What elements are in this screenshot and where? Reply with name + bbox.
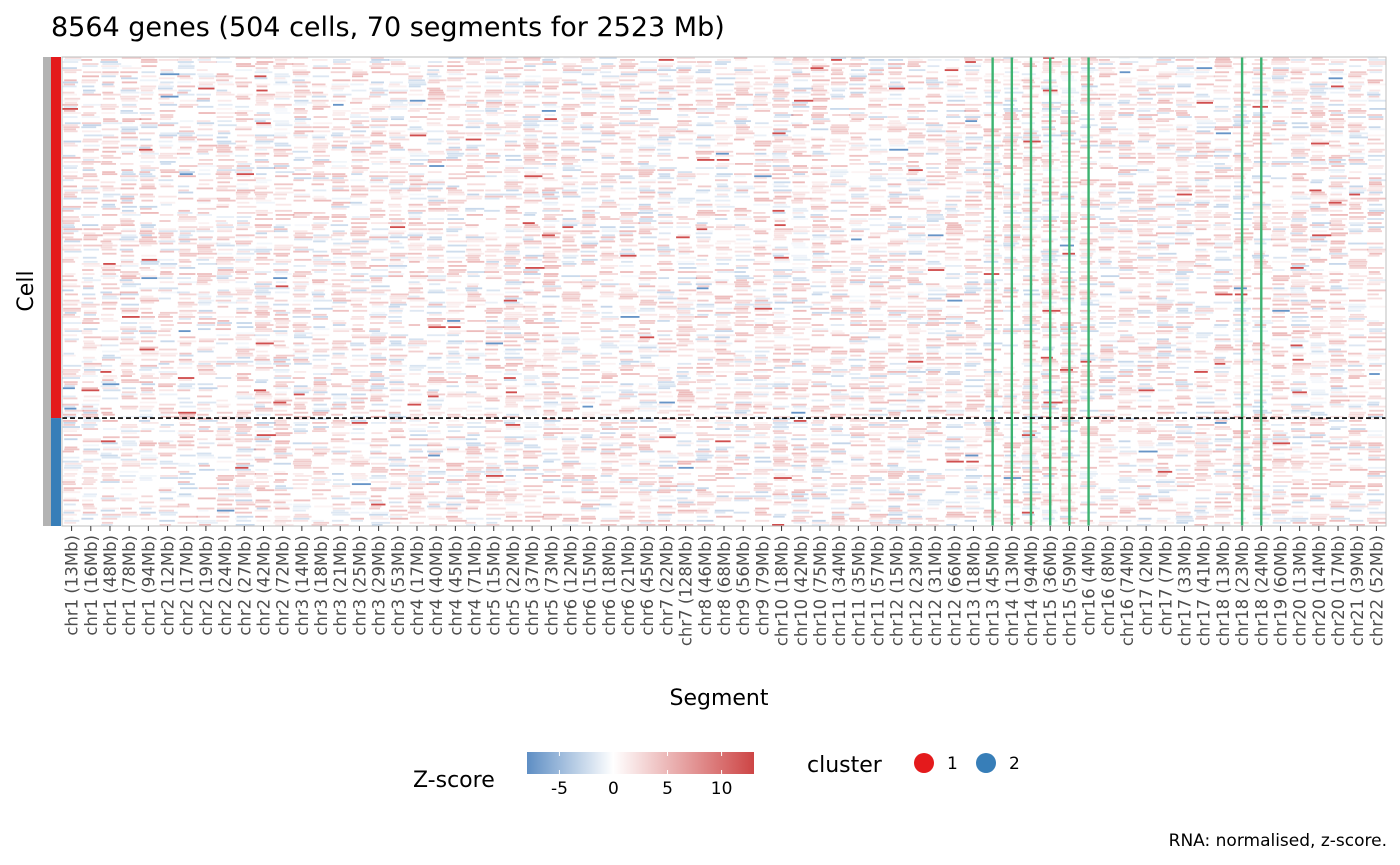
colorbar-tick-label: 0	[608, 779, 619, 799]
x-tick-label: chr14 (13Mb)	[1003, 535, 1022, 646]
x-tick-label: chr20 (17Mb)	[1329, 535, 1348, 646]
x-tick-label: chr2 (42Mb)	[255, 535, 274, 636]
x-tick-label: chr8 (46Mb)	[696, 535, 715, 636]
x-tick-label: chr6 (45Mb)	[638, 535, 657, 636]
x-tick-label: chr12 (31Mb)	[926, 535, 945, 646]
x-tick-label: chr1 (94Mb)	[139, 535, 158, 636]
colorbar-tick-label: -5	[551, 779, 568, 799]
x-tick-label: chr18 (24Mb)	[1252, 535, 1271, 646]
cluster-legend-title: cluster	[807, 753, 883, 778]
x-tick-label: chr3 (29Mb)	[370, 535, 389, 636]
highlighted-segment-lines	[991, 57, 1263, 526]
x-tick-label: chr16 (8Mb)	[1099, 535, 1118, 636]
x-tick-label: chr6 (18Mb)	[600, 535, 619, 636]
x-tick-label: chr2 (24Mb)	[216, 535, 235, 636]
x-tick-label: chr4 (71Mb)	[466, 535, 485, 636]
cluster-strip-1	[51, 57, 61, 419]
x-tick-label: chr7 (22Mb)	[657, 535, 676, 636]
x-tick-label: chr20 (13Mb)	[1291, 535, 1310, 646]
cluster-legend: cluster 1 2	[807, 753, 1020, 778]
x-tick-label: chr5 (15Mb)	[485, 535, 504, 636]
cluster-strip	[51, 57, 61, 526]
x-tick-label: chr4 (40Mb)	[427, 535, 446, 636]
x-tick-label: chr1 (16Mb)	[82, 535, 101, 636]
x-tick-label: chr2 (27Mb)	[235, 535, 254, 636]
chart-title: 8564 genes (504 cells, 70 segments for 2…	[51, 12, 725, 43]
x-tick-label: chr17 (2Mb)	[1137, 535, 1156, 636]
x-tick-label: chr4 (17Mb)	[408, 535, 427, 636]
x-tick-label: chr8 (68Mb)	[715, 535, 734, 636]
x-tick-label: chr7 (128Mb)	[677, 535, 696, 646]
x-tick-label: chr18 (13Mb)	[1214, 535, 1233, 646]
x-tick-label: chr10 (75Mb)	[811, 535, 830, 646]
zscore-colorbar-ticks: -5 0 5 10	[551, 752, 732, 799]
x-tick-label: chr17 (7Mb)	[1156, 535, 1175, 636]
cluster-legend-label-2: 2	[1009, 754, 1020, 774]
x-tick-label: chr9 (56Mb)	[734, 535, 753, 636]
x-tick-label: chr5 (37Mb)	[523, 535, 542, 636]
x-tick-label: chr3 (21Mb)	[331, 535, 350, 636]
x-tick-label: chr11 (35Mb)	[849, 535, 868, 646]
x-tick-label: chr12 (66Mb)	[945, 535, 964, 646]
x-tick-label: chr1 (78Mb)	[120, 535, 139, 636]
x-tick-label: chr10 (42Mb)	[792, 535, 811, 646]
x-tick-label: chr4 (45Mb)	[446, 535, 465, 636]
zscore-colorbar	[527, 752, 754, 774]
heatmap-background	[62, 57, 1386, 526]
x-tick-label: chr17 (33Mb)	[1176, 535, 1195, 646]
x-tick-label: chr5 (73Mb)	[542, 535, 561, 636]
cluster-legend-swatch-2	[976, 753, 996, 773]
x-tick-label: chr1 (13Mb)	[63, 535, 82, 636]
y-axis-title: Cell	[14, 270, 39, 311]
x-tick-label: chr12 (23Mb)	[907, 535, 926, 646]
x-axis-title: Segment	[670, 686, 769, 711]
x-axis-ticks: chr1 (13Mb) chr1 (16Mb) chr1 (48Mb) chr1 (7…	[63, 526, 1386, 646]
x-tick-label: chr11 (34Mb)	[830, 535, 849, 646]
cell-annotation-strip	[43, 57, 51, 526]
x-tick-label: chr1 (48Mb)	[101, 535, 120, 636]
x-tick-label: chr3 (14Mb)	[293, 535, 312, 636]
chart-caption: RNA: normalised, z-score.	[1169, 831, 1387, 851]
x-tick-label: chr6 (21Mb)	[619, 535, 638, 636]
x-tick-label: chr13 (45Mb)	[984, 535, 1003, 646]
x-tick-label: chr19 (60Mb)	[1272, 535, 1291, 646]
x-tick-label: chr3 (25Mb)	[350, 535, 369, 636]
colorbar-tick-label: 10	[711, 779, 733, 799]
x-tick-label: chr16 (74Mb)	[1118, 535, 1137, 646]
heatmap-cells	[62, 57, 1386, 526]
x-tick-label: chr3 (18Mb)	[312, 535, 331, 636]
x-tick-label: chr13 (18Mb)	[964, 535, 983, 646]
x-tick-label: chr15 (59Mb)	[1060, 535, 1079, 646]
x-tick-label: chr21 (39Mb)	[1348, 535, 1367, 646]
x-tick-label: chr2 (17Mb)	[178, 535, 197, 636]
x-tick-label: chr6 (12Mb)	[562, 535, 581, 636]
x-tick-label: chr17 (41Mb)	[1195, 535, 1214, 646]
colorbar-tick-label: 5	[662, 779, 673, 799]
x-tick-label: chr12 (15Mb)	[888, 535, 907, 646]
x-tick-label: chr5 (22Mb)	[504, 535, 523, 636]
x-tick-label: chr14 (94Mb)	[1022, 535, 1041, 646]
cluster-strip-2	[51, 418, 61, 526]
x-tick-label: chr2 (12Mb)	[159, 535, 178, 636]
zscore-legend-title: Z-score	[413, 768, 495, 793]
x-tick-label: chr6 (15Mb)	[581, 535, 600, 636]
zscore-legend: Z-score -5 0 5 10	[413, 752, 754, 799]
x-tick-label: chr2 (72Mb)	[274, 535, 293, 636]
x-tick-label: chr9 (79Mb)	[753, 535, 772, 636]
x-tick-label: chr22 (52Mb)	[1367, 535, 1386, 646]
x-tick-label: chr2 (19Mb)	[197, 535, 216, 636]
cluster-legend-swatch-1	[914, 753, 934, 773]
x-tick-label: chr15 (36Mb)	[1041, 535, 1060, 646]
x-tick-label: chr3 (53Mb)	[389, 535, 408, 636]
x-tick-label: chr10 (18Mb)	[773, 535, 792, 646]
x-tick-label: chr11 (57Mb)	[869, 535, 888, 646]
cluster-legend-label-1: 1	[947, 754, 958, 774]
x-tick-label: chr16 (4Mb)	[1080, 535, 1099, 636]
x-tick-label: chr18 (23Mb)	[1233, 535, 1252, 646]
x-tick-label: chr20 (14Mb)	[1310, 535, 1329, 646]
